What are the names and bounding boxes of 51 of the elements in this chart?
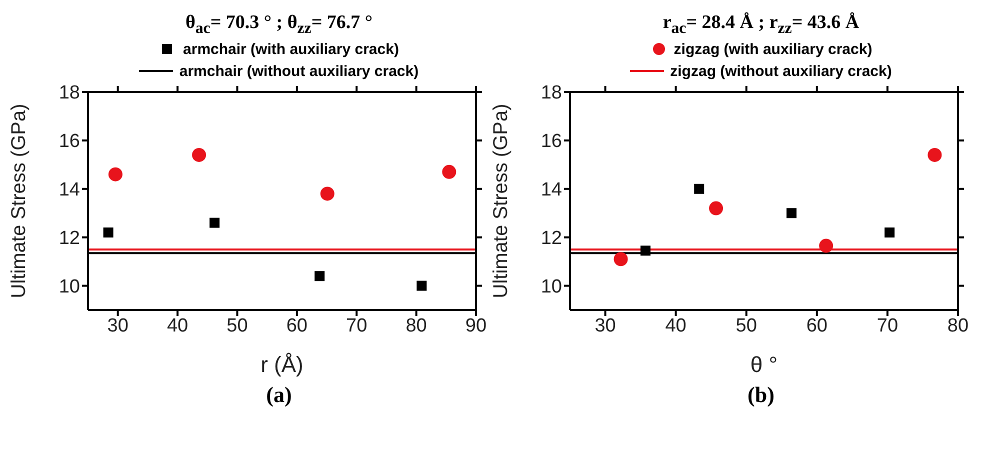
legend-label: zigzag (with auxiliary crack) xyxy=(674,40,872,58)
point xyxy=(314,271,325,282)
x-tick-label: 90 xyxy=(465,315,487,336)
point xyxy=(614,252,628,266)
y-tick-label: 18 xyxy=(540,82,562,104)
y-tick-label: 10 xyxy=(540,276,562,298)
y-tick-label: 12 xyxy=(540,228,562,250)
point xyxy=(709,201,724,216)
x-tick-label: 70 xyxy=(346,315,368,336)
y-axis-title: Ultimate Stress (GPa) xyxy=(8,104,30,298)
x-tick-label: 80 xyxy=(406,315,427,336)
x-tick-label: 60 xyxy=(286,315,308,336)
x-tick-label: 80 xyxy=(947,315,969,336)
x-tick-label: 60 xyxy=(806,315,828,336)
x-tick-label: 30 xyxy=(594,315,616,336)
point xyxy=(103,227,114,238)
chart-title: r$_{ac}$= 28.4 Å ; r$_{zz}$= 43.6 Å xyxy=(662,11,860,38)
y-tick-label: 10 xyxy=(58,276,80,298)
point xyxy=(108,167,122,182)
x-axis-title: θ ° xyxy=(750,352,778,377)
y-tick-label: 14 xyxy=(540,180,562,201)
point xyxy=(786,208,797,218)
point xyxy=(819,238,834,253)
y-tick-label: 16 xyxy=(58,131,80,152)
chart-title: θ$_{ac}$= 70.3 ° ; θ$_{zz}$= 76.7 ° xyxy=(184,11,373,38)
point xyxy=(928,148,942,162)
x-tick-label: 40 xyxy=(665,315,686,336)
point xyxy=(416,280,427,291)
y-tick-label: 14 xyxy=(58,180,80,201)
x-tick-label: 70 xyxy=(876,315,898,336)
x-tick-label: 30 xyxy=(107,315,128,336)
point xyxy=(694,184,704,194)
x-tick-label: 40 xyxy=(166,315,188,336)
point xyxy=(884,227,895,238)
y-tick-label: 12 xyxy=(58,228,80,250)
legend-label: armchair (with auxiliary crack) xyxy=(183,40,399,58)
text: (b) xyxy=(746,382,774,408)
point xyxy=(210,218,220,228)
point xyxy=(320,186,334,201)
legend-label: armchair (without auxiliary crack) xyxy=(179,62,419,80)
point xyxy=(192,148,206,162)
y-tick-label: 16 xyxy=(540,131,562,152)
text: (a) xyxy=(265,382,292,408)
y-axis-title: Ultimate Stress (GPa) xyxy=(490,104,512,298)
x-axis-title: r (Å) xyxy=(260,352,304,377)
y-tick-label: 18 xyxy=(58,82,80,104)
point xyxy=(640,246,650,256)
x-tick-label: 50 xyxy=(226,315,248,336)
point xyxy=(442,164,456,179)
x-tick-label: 50 xyxy=(736,315,757,336)
legend-label: zigzag (without auxiliary crack) xyxy=(670,62,892,80)
